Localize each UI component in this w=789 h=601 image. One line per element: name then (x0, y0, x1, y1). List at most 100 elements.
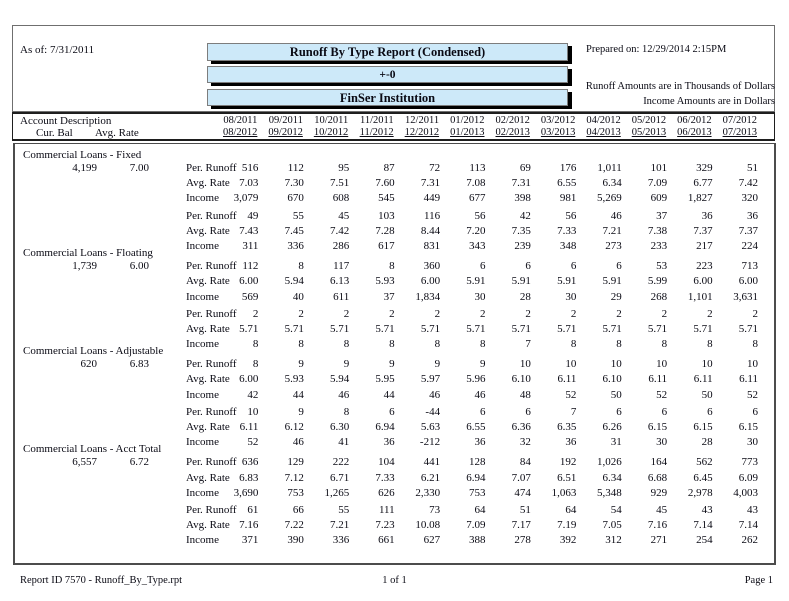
value-cell: 9 (298, 405, 304, 418)
value-cell: 37 (656, 209, 668, 222)
data-row: Per. Runoff 49 55 45 103 116 56 42 56 46 37 36 36 (15, 209, 774, 224)
value-cell: 6.30 (330, 421, 350, 433)
value-cell: 54 (610, 503, 622, 516)
value-cell: 2,978 (687, 486, 713, 499)
value-cell: 104 (378, 456, 395, 469)
avg-rate-value: 6.83 (129, 358, 149, 371)
value-cell: 343 (469, 239, 486, 252)
value-cell: 46 (292, 436, 304, 449)
date-cell: 11/2011 (360, 115, 394, 126)
value-cell: 46 (338, 388, 350, 401)
data-row: 4,199 7.00 Per. Runoff 516 112 95 87 72 113 69 176… (15, 161, 774, 176)
value-cell: 8 (661, 338, 668, 351)
value-cell: 7.23 (375, 519, 395, 532)
year-group: 1,739 6.00 Per. Runoff 112 8 117 8 360 6 6 6 6 53 223… (15, 259, 774, 305)
value-cell: 6.51 (557, 471, 577, 484)
value-cell: 52 (247, 436, 259, 449)
value-cell: 36 (565, 436, 577, 449)
date-cell: 06/2013 (677, 127, 712, 138)
value-cell: 773 (741, 456, 759, 469)
value-cell: 50 (701, 388, 713, 401)
cur-bal-value: 1,739 (72, 260, 97, 273)
value-cell: 43 (701, 503, 713, 516)
value-cell: 2 (389, 307, 395, 320)
value-cell: 5.71 (511, 322, 531, 335)
date-cell: 06/2012 (677, 115, 712, 126)
report-title: Runoff By Type Report (Condensed) (289, 45, 486, 59)
value-cell: 9 (434, 358, 441, 371)
account-section: Commercial Loans - Adjustable 620 6.83 Per.… (15, 345, 774, 450)
row-label: Per. Runoff (186, 209, 237, 222)
value-cell: 609 (650, 192, 668, 205)
section-title: Commercial Loans - Fixed (23, 149, 142, 161)
value-cell: 6.00 (693, 275, 713, 288)
footer-page-count: 1 of 1 (382, 575, 407, 586)
value-cell: 7.21 (602, 224, 622, 237)
value-cell: 312 (605, 534, 622, 547)
row-values: 311 336 286 617 831 343 239 348 273 233 217 224 (213, 239, 758, 254)
row-values: 371 390 336 661 627 388 278 392 312 271 254 262 (213, 533, 758, 548)
account-description-label: Account Description (20, 115, 112, 127)
value-cell: 5,348 (597, 486, 622, 499)
footer-report-id: Report ID 7570 - Runoff_By_Type.rpt (20, 575, 183, 586)
row-label: Avg. Rate (186, 322, 230, 335)
year-group: Per. Runoff 61 66 55 111 73 64 51 64 54 45 43 43 Avg.… (15, 503, 774, 549)
value-cell: 1,063 (551, 486, 577, 499)
value-cell: 5.71 (693, 322, 713, 335)
value-cell: 5.71 (330, 322, 350, 335)
value-cell: 2 (525, 307, 531, 320)
value-cell: 2 (752, 307, 759, 320)
column-header-box: Account Description Cur. Bal Avg. Rate 0… (12, 112, 775, 141)
data-row: Avg. Rate 5.71 5.71 5.71 5.71 5.71 5.71 5.71 5.7… (15, 322, 774, 337)
row-label: Income (186, 290, 219, 303)
value-cell: 28 (701, 436, 713, 449)
value-cell: 41 (338, 436, 350, 449)
value-cell: 7.42 (330, 224, 350, 237)
data-row: 620 6.83 Per. Runoff 8 9 9 9 9 9 10 10 10 10 10 10 (15, 357, 774, 372)
value-cell: 7.60 (375, 177, 395, 190)
value-cell: 8 (707, 338, 713, 351)
value-cell: 1,026 (597, 456, 622, 469)
value-cell: 8 (343, 338, 350, 351)
value-cell: 6.00 (239, 275, 259, 288)
value-cell: 7.35 (511, 224, 531, 237)
value-cell: 37 (383, 290, 395, 303)
value-cell: 7.14 (738, 519, 758, 532)
value-cell: 7.08 (466, 177, 486, 190)
year-group: 6,557 6.72 Per. Runoff 636 129 222 104 441 128 84… (15, 455, 774, 501)
value-cell: 31 (610, 436, 622, 449)
value-cell: 7.43 (239, 224, 259, 237)
date-cell: 12/2011 (405, 115, 440, 126)
value-cell: 5.96 (466, 373, 486, 386)
value-cell: 6.94 (466, 471, 486, 484)
row-values: 3,690 753 1,265 626 2,330 753 474 1,063 5,348 929… (213, 486, 758, 501)
data-row: 6,557 6.72 Per. Runoff 636 129 222 104 441 128 84… (15, 455, 774, 470)
row-label: Per. Runoff (186, 358, 237, 371)
value-cell: 1,011 (597, 162, 622, 174)
value-cell: 29 (610, 290, 622, 303)
value-cell: 64 (474, 503, 486, 516)
row-label: Per. Runoff (186, 162, 237, 174)
value-cell: 6 (616, 260, 622, 273)
value-cell: 6.11 (648, 373, 668, 386)
section-title: Commercial Loans - Floating (23, 247, 153, 260)
value-cell: 5.63 (420, 421, 441, 433)
value-cell: 9 (389, 358, 395, 371)
value-cell: 7.37 (738, 224, 758, 237)
value-cell: 6.21 (420, 471, 441, 484)
row-label: Per. Runoff (186, 260, 237, 273)
row-values: 5.71 5.71 5.71 5.71 5.71 5.71 5.71 5.71 5.71 5.71… (213, 322, 758, 337)
value-cell: 677 (469, 192, 486, 205)
value-cell: 5.71 (647, 322, 668, 335)
value-cell: 10 (610, 358, 622, 371)
value-cell: 6.10 (511, 373, 531, 386)
date-cell: 02/2012 (495, 115, 530, 126)
value-cell: 42 (247, 388, 259, 401)
date-cell: 09/2012 (268, 127, 303, 138)
value-cell: 5.91 (466, 275, 486, 288)
value-cell: 6.00 (738, 275, 758, 288)
value-cell: 6.15 (647, 421, 668, 433)
value-cell: 95 (338, 162, 350, 174)
row-label: Income (186, 436, 219, 449)
value-cell: 7.21 (330, 519, 350, 532)
